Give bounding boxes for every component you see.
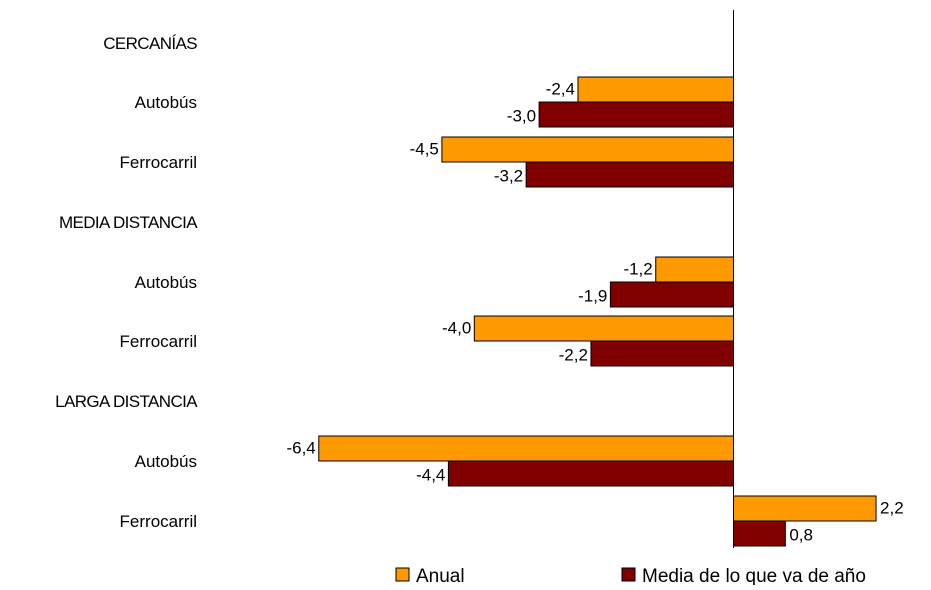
data-label: -1,9 (578, 287, 607, 306)
category-label: Ferrocarril (120, 153, 197, 172)
category-label: Autobús (135, 273, 197, 292)
labels-layer: CERCANÍAS Autobús Ferrocarril MEDIA DISTANC… (55, 34, 904, 545)
legend-label: Anual (416, 566, 465, 585)
data-label: -6,4 (286, 439, 315, 458)
data-label: 0,8 (789, 526, 813, 545)
bar-anual (733, 495, 877, 522)
bar-media (447, 460, 734, 487)
bar-anual (318, 435, 734, 462)
bar-media (609, 281, 735, 308)
legend-swatch (395, 567, 410, 582)
category-label: Ferrocarril (120, 332, 197, 351)
category-label: CERCANÍAS (103, 34, 197, 53)
data-label: -1,2 (623, 260, 652, 279)
bar-anual (441, 136, 734, 163)
bar-media (525, 161, 735, 188)
bars-layer (318, 76, 877, 547)
bar-media (538, 101, 734, 128)
legend-swatch (621, 567, 636, 582)
bar-anual (473, 315, 734, 342)
category-label: Autobús (135, 93, 197, 112)
category-label: MEDIA DISTANCIA (59, 213, 198, 232)
bar-media (590, 340, 734, 367)
data-label: -4,0 (442, 319, 471, 338)
data-label: -3,0 (507, 107, 536, 126)
data-label: 2,2 (880, 499, 904, 518)
bar-media (733, 520, 786, 547)
data-label: -2,2 (559, 346, 588, 365)
bar-anual (577, 76, 734, 103)
data-label: -2,4 (546, 80, 575, 99)
category-label: Autobús (135, 452, 197, 471)
category-label: LARGA DISTANCIA (55, 392, 198, 411)
data-label: -4,5 (410, 140, 439, 159)
bar-anual (655, 256, 734, 283)
category-label: Ferrocarril (120, 512, 197, 531)
data-label: -4,4 (416, 466, 445, 485)
legend-label: Media de lo que va de año (642, 566, 866, 585)
data-label: -3,2 (494, 167, 523, 186)
legend: Anual Media de lo que va de año (395, 566, 866, 587)
